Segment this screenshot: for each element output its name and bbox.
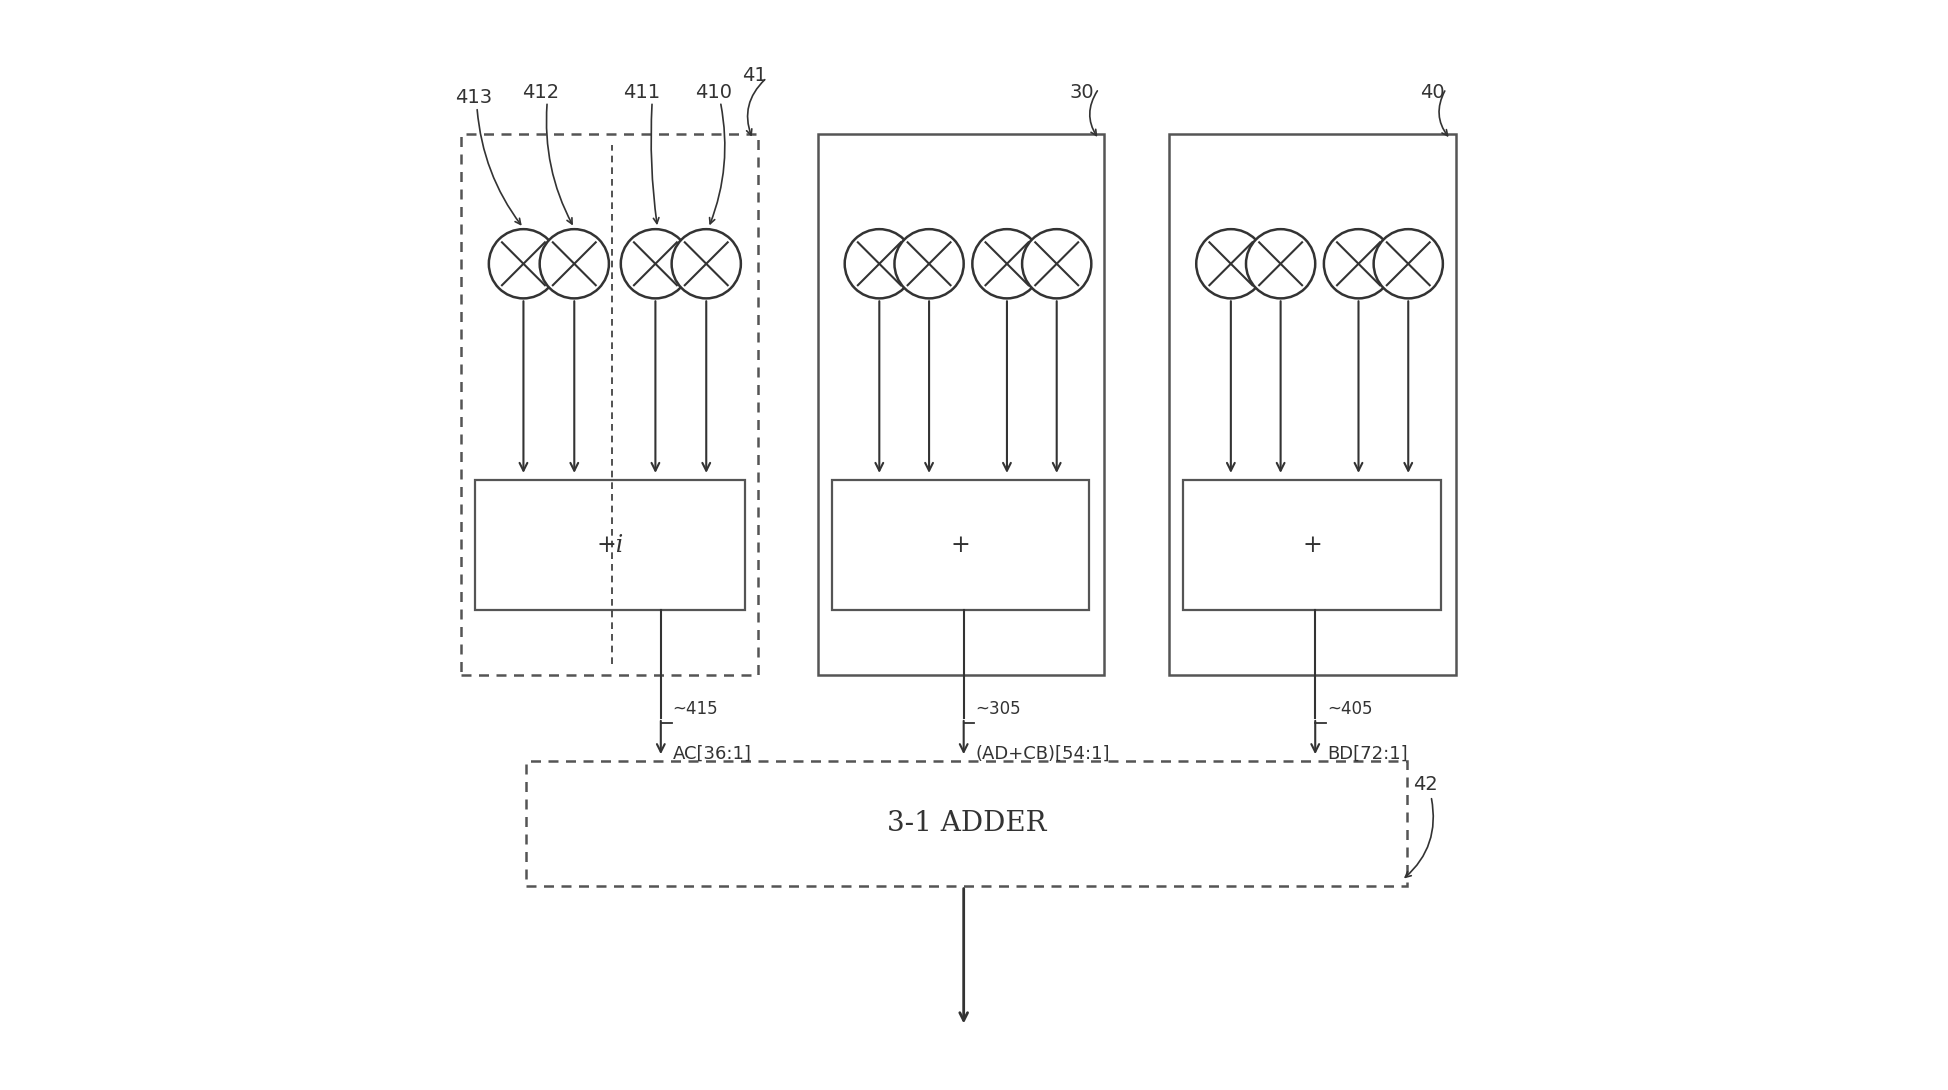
Text: BD[72:1]: BD[72:1] [1327,746,1406,763]
Circle shape [1373,229,1442,299]
Circle shape [1323,229,1393,299]
Text: 410: 410 [695,83,732,101]
Circle shape [1245,229,1315,299]
Text: ~415: ~415 [672,700,719,718]
Circle shape [1021,229,1091,299]
Text: 42: 42 [1412,775,1436,794]
Bar [818,134,1105,675]
Text: 411: 411 [623,83,660,101]
Bar [526,761,1406,886]
Text: 40: 40 [1420,83,1443,101]
Circle shape [1196,229,1264,299]
Bar [1182,480,1440,610]
Text: ~305: ~305 [976,700,1021,718]
Text: 413: 413 [456,88,493,107]
Bar [1169,134,1455,675]
Bar [460,134,758,675]
Circle shape [489,229,557,299]
Circle shape [621,229,690,299]
Text: +: + [1301,533,1321,557]
Text: +i: +i [596,533,623,557]
Bar [832,480,1089,610]
Circle shape [894,229,962,299]
Text: 30: 30 [1069,83,1093,101]
Circle shape [672,229,740,299]
Text: ~405: ~405 [1327,700,1371,718]
Circle shape [972,229,1040,299]
Text: +: + [951,533,970,557]
Text: AC[36:1]: AC[36:1] [672,746,752,763]
Bar [475,480,744,610]
Circle shape [540,229,608,299]
Text: 3-1 ADDER: 3-1 ADDER [886,810,1046,837]
Text: (AD+CB)[54:1]: (AD+CB)[54:1] [976,746,1110,763]
Text: 41: 41 [742,66,766,85]
Circle shape [843,229,914,299]
Text: 412: 412 [522,83,559,101]
